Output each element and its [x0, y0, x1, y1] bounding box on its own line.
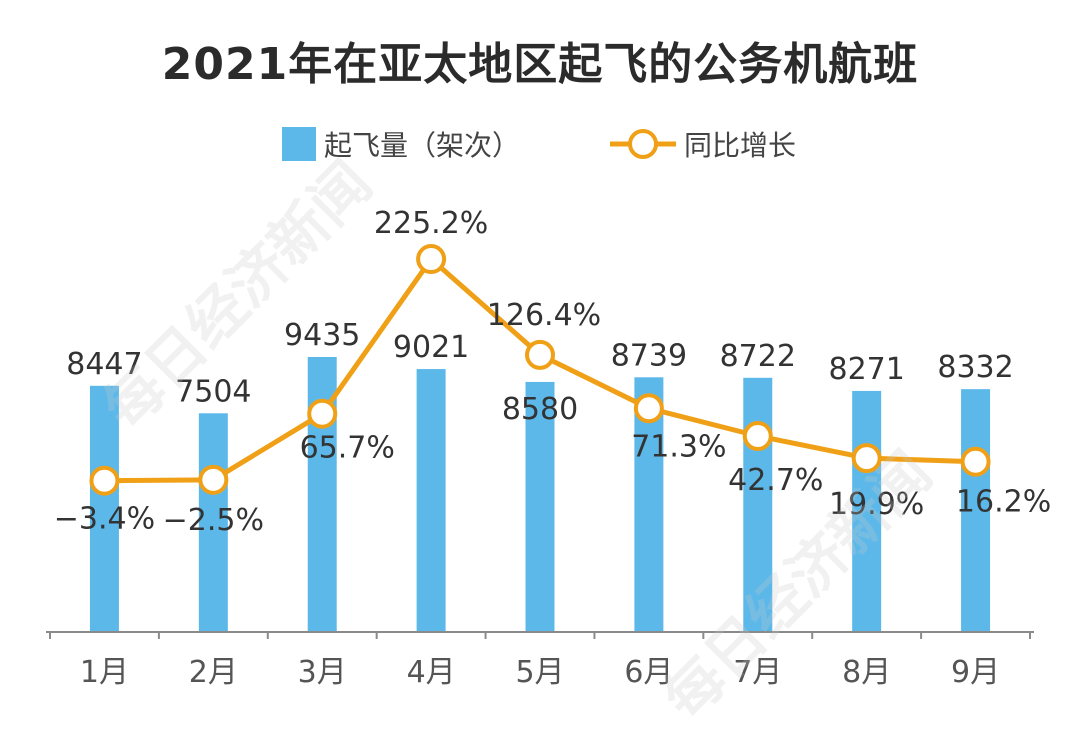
growth-marker-2 [198, 464, 229, 495]
x-tick-label-6: 6月 [624, 655, 673, 690]
growth-value-label-2: −2.5% [163, 503, 264, 538]
bar-value-label-2: 7504 [175, 374, 251, 409]
bar-value-label-4: 9021 [393, 330, 469, 365]
bar-value-label-6: 8739 [611, 338, 687, 373]
growth-marker-7 [742, 420, 773, 451]
x-tick-label-5: 5月 [515, 655, 564, 690]
growth-value-label-5: 126.4% [487, 298, 601, 333]
bar-8 [852, 390, 882, 632]
chart-title: 2021年在亚太地区起飞的公务机航班 [161, 39, 919, 90]
x-tick-label-8: 8月 [842, 655, 891, 690]
chart-legend: 起飞量（架次） 同比增长 [0, 118, 1080, 162]
bar-2 [198, 413, 228, 632]
growth-marker-3 [307, 398, 338, 429]
bar-value-label-5: 8580 [502, 392, 578, 427]
growth-marker-5 [525, 339, 555, 370]
growth-marker-1 [89, 465, 120, 496]
x-tick-label-1: 1月 [80, 655, 129, 690]
growth-value-label-1: −3.4% [54, 502, 155, 537]
growth-value-label-6: 71.3% [631, 429, 726, 464]
legend-item-bar: 起飞量（架次） [282, 124, 520, 164]
legend-bar-label: 起飞量（架次） [324, 129, 521, 162]
bar-1 [89, 385, 119, 632]
x-tick-label-2: 2月 [189, 655, 238, 690]
legend-line-swatch [610, 129, 676, 159]
growth-marker-9 [960, 446, 991, 477]
bar-7 [743, 377, 773, 632]
growth-marker-8 [851, 443, 882, 474]
bar-value-label-1: 8447 [66, 347, 142, 382]
growth-marker-6 [633, 393, 664, 424]
growth-marker-4 [416, 244, 447, 275]
bar-value-label-7: 8722 [720, 339, 796, 374]
x-tick-label-3: 3月 [298, 655, 347, 690]
growth-value-label-8: 19.9% [829, 487, 924, 522]
growth-value-label-3: 65.7% [300, 431, 395, 466]
bar-value-label-9: 8332 [937, 350, 1013, 385]
x-tick-label-9: 9月 [951, 655, 1000, 690]
growth-value-label-7: 42.7% [728, 463, 823, 498]
growth-value-label-4: 225.2% [374, 206, 488, 241]
growth-value-label-9: 16.2% [956, 485, 1051, 520]
x-tick-label-4: 4月 [407, 655, 456, 690]
bar-4 [416, 369, 446, 632]
bar-value-label-8: 8271 [828, 352, 904, 387]
bar-9 [961, 389, 991, 632]
legend-item-line: 同比增长 [610, 124, 796, 164]
legend-line-label: 同比增长 [684, 129, 797, 162]
bar-5 [525, 381, 555, 632]
x-tick-label-7: 7月 [733, 655, 782, 690]
bar-value-label-3: 9435 [284, 318, 360, 353]
legend-bar-swatch [282, 127, 316, 161]
